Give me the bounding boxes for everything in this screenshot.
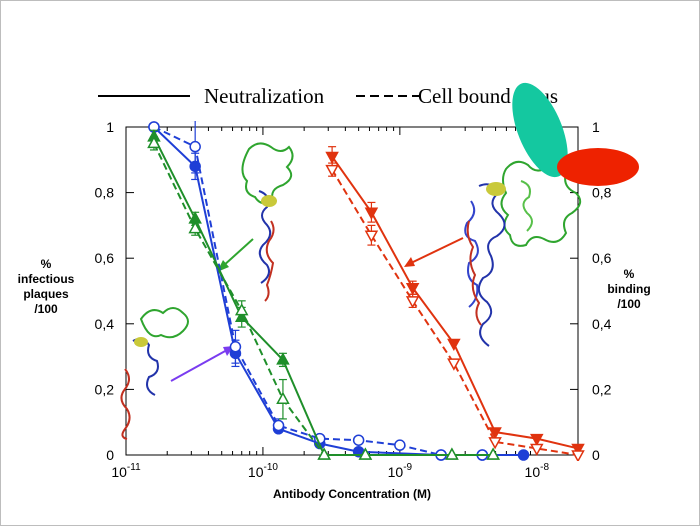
- right-axis-title-line-1: %: [624, 267, 635, 281]
- data-point: [405, 282, 420, 296]
- series-line: [331, 155, 579, 450]
- arrow-red: [410, 237, 464, 264]
- x-tick-label: 10-9: [388, 462, 413, 480]
- data-point: [517, 449, 530, 461]
- y-tick-label-right: 1: [592, 119, 600, 135]
- legend: Neutralization Cell bound virus: [98, 84, 558, 108]
- arrow-green: [221, 238, 254, 268]
- data-point: [571, 450, 585, 461]
- data-point: [189, 140, 201, 153]
- left-axis-title: % infectious plaques /100: [18, 257, 75, 316]
- data-point: [272, 419, 285, 432]
- data-point: [317, 447, 331, 460]
- data-point: [276, 391, 290, 404]
- series-red-dashed: [325, 162, 585, 461]
- data-point: [325, 151, 339, 165]
- arrow-red-head: [404, 257, 415, 267]
- data-point: [488, 427, 502, 440]
- structure-illustration-medium: [241, 142, 294, 302]
- data-point: [364, 207, 379, 220]
- x-tick-label: 10-11: [111, 462, 141, 480]
- series-green-dashed: [147, 135, 500, 460]
- arrow-purple: [170, 349, 228, 382]
- right-axis-title: % binding /100: [607, 267, 650, 311]
- structure-illustration-small: [120, 307, 189, 440]
- ticks: 0 0 0,2 0,2 0,4 0,4 0,6 0,6 0,8 0,8 1 1 10-11 10-10 10…: [95, 119, 612, 480]
- y-tick-label-left: 0,2: [95, 381, 115, 397]
- right-axis-title-line-2: binding: [607, 282, 650, 296]
- left-axis-title-line-4: /100: [34, 302, 58, 316]
- left-axis-title-line-3: plaques: [23, 287, 69, 301]
- plot-frame: [125, 126, 579, 456]
- series-line: [153, 142, 494, 456]
- y-tick-label-left: 0,6: [95, 250, 115, 266]
- red-ellipse: [557, 148, 639, 186]
- series-blue-solid: [148, 121, 530, 461]
- data-point: [325, 164, 339, 178]
- x-axis-title: Antibody Concentration (M): [273, 487, 431, 501]
- structure-illustration-large: [464, 160, 582, 347]
- left-axis-title-line-1: %: [41, 257, 52, 271]
- x-tick-label: 10-10: [248, 462, 278, 480]
- data-point: [394, 439, 406, 451]
- series-red-solid: [325, 146, 585, 456]
- y-tick-label-left: 0,8: [95, 185, 115, 201]
- series-blue-dashed: [148, 121, 489, 461]
- y-tick-label-right: 0: [592, 447, 600, 463]
- y-tick-label-right: 0,8: [592, 185, 612, 201]
- y-tick-label-right: 0,4: [592, 316, 612, 332]
- data-point: [530, 433, 544, 447]
- data-point: [447, 358, 461, 371]
- y-tick-label-right: 0,6: [592, 250, 612, 266]
- series-layer: [147, 121, 585, 461]
- y-tick-label-left: 0,4: [95, 316, 115, 332]
- x-tick-label: 10-8: [525, 462, 550, 480]
- data-point: [486, 447, 500, 460]
- data-point: [229, 341, 242, 353]
- data-point: [445, 447, 459, 460]
- data-point: [358, 447, 373, 460]
- series-line: [153, 126, 524, 456]
- y-tick-label-left: 0: [106, 447, 114, 463]
- teal-ellipse: [512, 82, 568, 178]
- data-point: [571, 443, 585, 456]
- data-point: [488, 437, 502, 450]
- data-point: [447, 338, 461, 352]
- data-point: [530, 443, 544, 456]
- legend-label-neutralization: Neutralization: [204, 84, 325, 108]
- y-tick-label-right: 0,2: [592, 381, 612, 397]
- data-point: [276, 352, 290, 365]
- data-point: [405, 296, 420, 309]
- left-axis-title-line-2: infectious: [18, 272, 75, 286]
- y-tick-label-left: 1: [106, 119, 114, 135]
- data-point: [234, 303, 249, 316]
- series-line: [153, 136, 494, 456]
- data-point: [352, 434, 365, 446]
- series-line: [153, 126, 483, 456]
- data-point: [147, 135, 161, 149]
- data-point: [188, 221, 202, 234]
- data-point: [364, 230, 379, 243]
- right-axis-title-line-3: /100: [617, 297, 641, 311]
